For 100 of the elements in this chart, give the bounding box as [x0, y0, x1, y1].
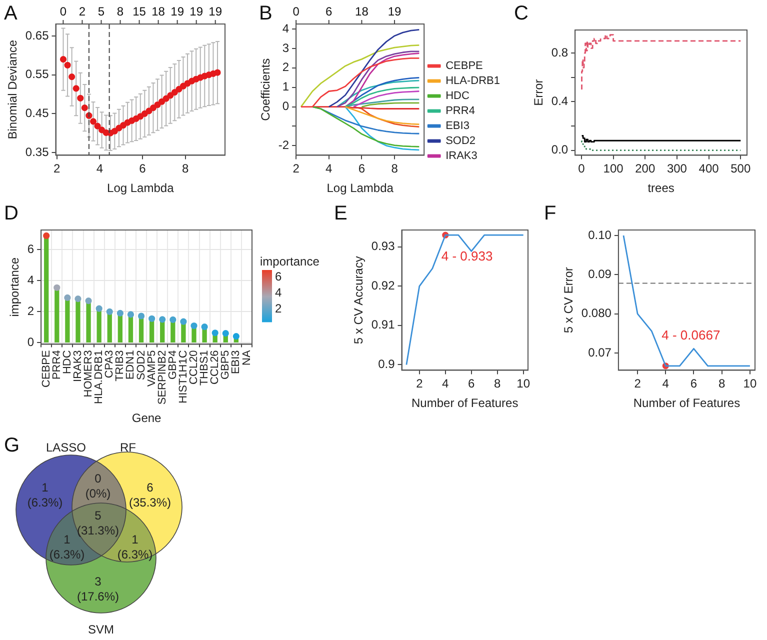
y-tick-label: 2 [282, 60, 290, 74]
chart-title: F [544, 202, 556, 225]
x-axis-title: Gene [132, 411, 162, 426]
x-tick-label: 4 [96, 162, 104, 176]
y-tick-label: 4 [282, 21, 290, 36]
text: 1 [64, 532, 71, 546]
x-tick-label: EBI3 [230, 350, 242, 374]
x-tick-label: HDC [61, 350, 74, 374]
text: 0 [60, 4, 67, 18]
x-tick-label: 6 [690, 376, 698, 391]
legend-label: PRR4 [446, 105, 475, 118]
text: (6.3%) [117, 547, 153, 562]
text: 6 [326, 4, 333, 18]
legend-label: SOD2 [446, 135, 476, 148]
x-tick-label: 2 [53, 162, 60, 176]
y-tick-label: 0 [282, 99, 290, 114]
y-tick-label: -2 [278, 138, 290, 152]
x-axis-title: Log Lambda [107, 181, 174, 196]
text: 2 [78, 4, 86, 18]
x-tick-label: CCL20 [188, 350, 200, 384]
x-tick-label: 4 [662, 376, 670, 391]
y-axis-title: Coefficients [258, 58, 273, 121]
y-tick-label: 0.45 [25, 106, 50, 120]
y-tick-label: 4 [27, 272, 34, 287]
x-tick-label: 100 [603, 162, 624, 176]
x-tick-label: PRR4 [50, 350, 63, 380]
x-tick-label: 2 [634, 376, 642, 391]
x-axis-title: trees [648, 181, 674, 196]
text: 0 [292, 4, 300, 18]
x-tick-label: 400 [698, 162, 720, 176]
x-tick-label: 0 [578, 162, 586, 176]
x-tick-label: EDN1 [124, 350, 137, 380]
legend-label: EBI3 [446, 120, 470, 132]
x-tick-label: 8 [391, 162, 398, 176]
y-tick-label: 0.92 [371, 278, 396, 292]
x-tick-label: HIST1H1C [177, 350, 190, 404]
x-tick-label: 4 [326, 162, 333, 176]
text: (35.3%) [128, 495, 172, 510]
text: 18 [355, 4, 369, 18]
text: (6.3%) [49, 547, 85, 562]
y-tick-label: 2 [27, 304, 34, 318]
legend-label: IRAK3 [446, 150, 478, 162]
y-axis-title: 5 x CV Accuracy [352, 256, 366, 344]
y-tick-label: 0.35 [25, 144, 50, 159]
color-bar-title: importance [260, 254, 320, 268]
chart-title: D [4, 202, 18, 225]
x-tick-label: 500 [730, 162, 751, 176]
text: (6.3%) [27, 495, 63, 510]
text: 19 [170, 4, 184, 18]
y-tick-label: 0.080 [581, 306, 612, 320]
x-tick-label: NA [240, 350, 253, 366]
x-tick-label: SOD2 [135, 350, 148, 380]
x-tick-label: 6 [139, 162, 146, 176]
y-tick-label: 0.9 [378, 357, 396, 372]
y-tick-label: 0.07 [588, 345, 612, 360]
legend-label: HDC [446, 90, 470, 102]
chart-title: C [514, 2, 528, 25]
x-tick-label: GBP5 [220, 350, 232, 380]
text: 0 [94, 471, 102, 486]
text: (0%) [85, 486, 111, 500]
x-tick-label: 10 [516, 376, 530, 391]
x-tick-label: 8 [494, 376, 502, 391]
x-axis-title: Log Lambda [326, 181, 394, 196]
legend-label: CEBPE [446, 60, 483, 72]
x-tick-label: 200 [635, 162, 656, 176]
chart-title: A [4, 2, 18, 25]
x-tick-label: CCL26 [209, 350, 222, 384]
text: 19 [208, 4, 222, 18]
annotation: 4 - 0.0667 [662, 327, 720, 342]
x-tick-label: 6 [358, 162, 366, 176]
y-axis-title: importance [8, 257, 22, 317]
category-label: RF [120, 440, 136, 454]
x-tick-label: 10 [743, 376, 757, 391]
text: 19 [388, 4, 402, 18]
x-tick-label: 8 [718, 376, 726, 391]
annotation: 4 - 0.933 [441, 248, 493, 264]
text: 5 [94, 508, 102, 522]
y-tick-label: 0 [27, 334, 34, 349]
y-tick-label: 0.4 [551, 94, 568, 108]
x-tick-label: HLA.DRB1 [93, 350, 106, 404]
y-tick-label: 1 [282, 80, 290, 94]
y-tick-label: 0.10 [588, 228, 612, 242]
text: 18 [152, 4, 166, 18]
text: (17.6%) [76, 589, 120, 604]
y-tick-label: 3 [282, 40, 290, 55]
y-tick-label: 0.91 [371, 318, 396, 332]
y-axis-title: Binomial Deviance [6, 40, 20, 140]
legend-label: HLA-DRB1 [446, 75, 500, 88]
x-tick-label: THBS1 [198, 350, 211, 386]
text: 3 [94, 574, 102, 588]
y-tick-label: 0.0 [551, 142, 568, 157]
x-tick-label: HOMER3 [82, 350, 95, 398]
x-tick-label: 4 [442, 376, 450, 391]
x-tick-label: CPA3 [104, 350, 116, 378]
y-tick-label: 0.65 [25, 28, 50, 42]
y-axis-title: 5 x CV Error [562, 267, 576, 334]
x-axis-title: Number of Features [633, 396, 740, 410]
chart-title: E [334, 202, 348, 225]
x-tick-label: 2 [416, 376, 424, 391]
text: 6 [146, 480, 154, 494]
